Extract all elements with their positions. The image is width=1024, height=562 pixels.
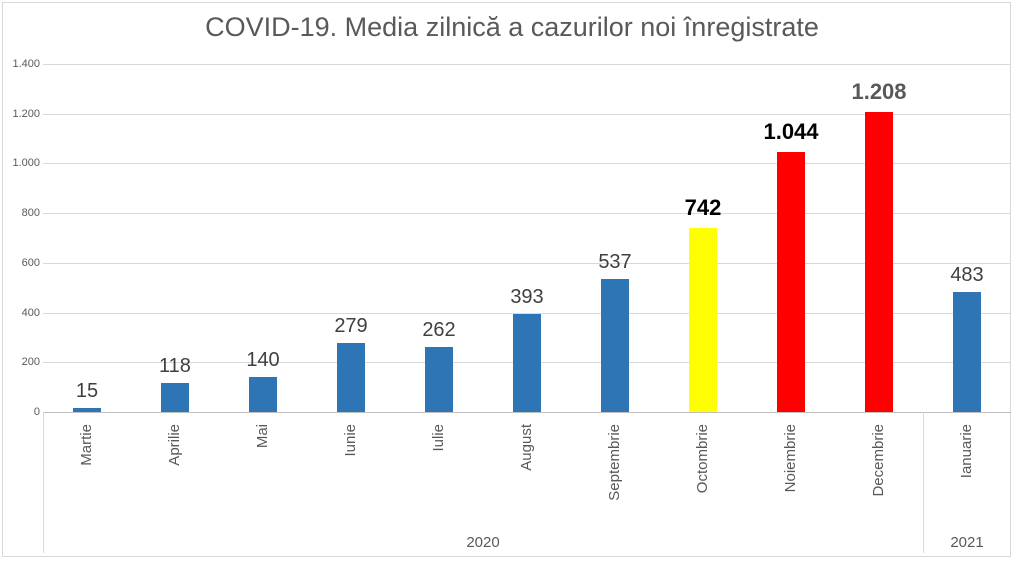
bar-value-label: 1.044 <box>763 119 819 144</box>
gridline <box>43 114 1011 115</box>
gridline <box>43 64 1011 65</box>
bar-value-label: 483 <box>950 264 984 286</box>
bar-value-label: 279 <box>334 315 368 337</box>
y-tick-label: 1.000 <box>12 157 40 169</box>
bar <box>865 112 893 412</box>
gridline <box>43 313 1011 314</box>
bar <box>161 383 189 412</box>
bar-value-label: 537 <box>598 251 632 273</box>
bar <box>689 228 717 412</box>
y-tick-label: 600 <box>21 257 40 269</box>
y-tick-label: 400 <box>21 307 40 319</box>
bar <box>337 343 365 412</box>
x-axis-label: Martie <box>78 424 95 466</box>
y-tick-label: 1.200 <box>12 108 40 120</box>
x-axis-label: Decembrie <box>870 424 887 497</box>
x-axis-line <box>43 412 1011 413</box>
bar-value-label: 262 <box>422 319 456 341</box>
axis-separator <box>43 412 44 553</box>
bar-value-label: 393 <box>510 286 544 308</box>
bar-value-label: 118 <box>159 355 191 377</box>
axis-group-label: 2021 <box>950 534 984 551</box>
x-axis-label: Iunie <box>342 424 359 457</box>
bar <box>513 314 541 412</box>
bar <box>425 347 453 412</box>
axis-group-label: 2020 <box>466 534 500 551</box>
gridline <box>43 163 1011 164</box>
x-axis-label: Mai <box>254 424 271 449</box>
y-tick-label: 0 <box>33 406 40 418</box>
bar-value-label: 140 <box>246 349 280 371</box>
y-tick-label: 800 <box>21 207 40 219</box>
x-axis-label: Aprilie <box>166 424 183 466</box>
bar <box>249 377 277 412</box>
y-tick-label: 200 <box>21 356 40 368</box>
bar-value-label: 742 <box>684 195 722 220</box>
gridline <box>43 213 1011 214</box>
x-axis-label: Noiembrie <box>782 424 799 493</box>
bar <box>953 292 981 412</box>
gridline <box>43 263 1011 264</box>
chart-title: COVID-19. Media zilnică a cazurilor noi … <box>205 12 819 42</box>
bar-value-label: 15 <box>75 380 99 402</box>
bar <box>777 152 805 412</box>
axis-separator <box>923 412 924 553</box>
x-axis-label: Octombrie <box>694 424 711 494</box>
y-tick-label: 1.400 <box>12 58 40 70</box>
x-axis-label: Septembrie <box>606 424 623 501</box>
bar-value-label: 1.208 <box>851 79 907 104</box>
bar <box>73 408 101 412</box>
bar <box>601 279 629 412</box>
